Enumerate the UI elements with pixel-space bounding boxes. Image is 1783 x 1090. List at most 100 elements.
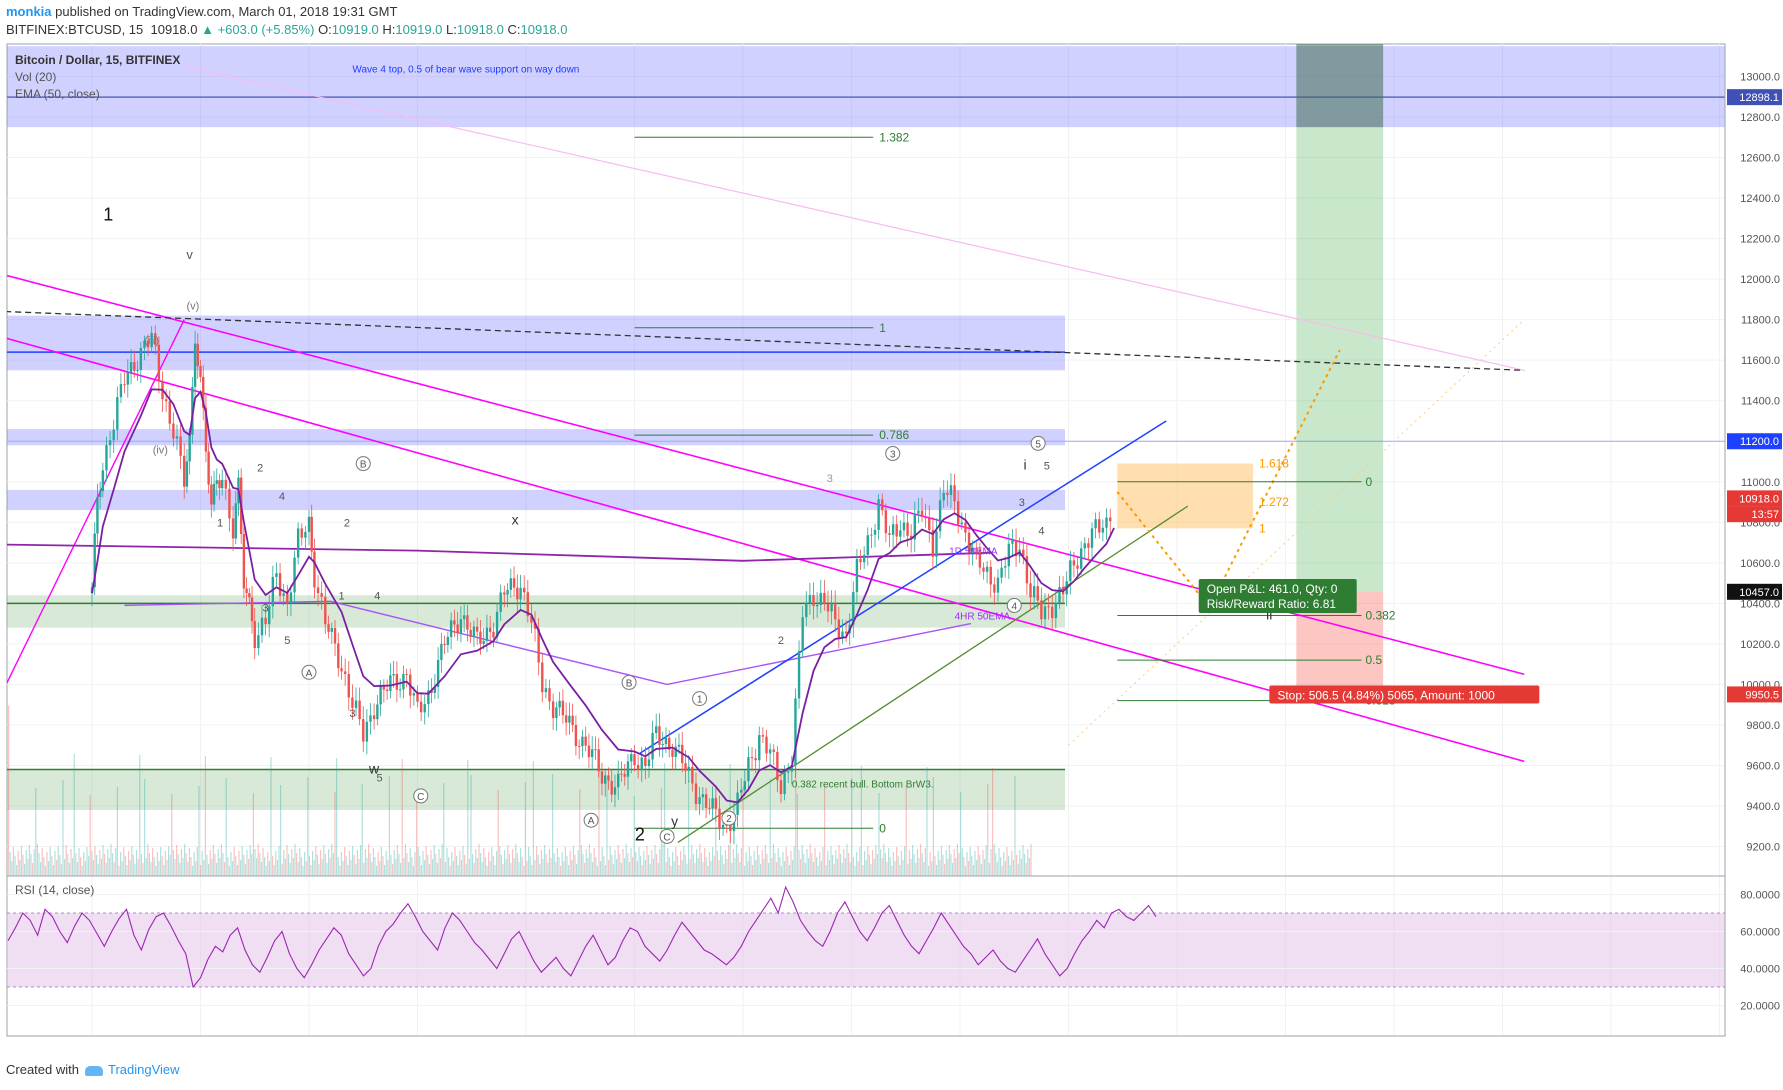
- volume-bar: [668, 857, 670, 876]
- volume-bar: [801, 845, 803, 876]
- candle-body: [982, 567, 985, 572]
- volume-bar: [121, 861, 123, 876]
- volume-bar: [678, 865, 680, 876]
- candle-body: [427, 690, 430, 705]
- price-badge: [1727, 506, 1782, 523]
- volume-bar: [352, 846, 354, 876]
- volume-bar: [947, 859, 949, 876]
- candle-body: [928, 518, 931, 531]
- volume-bar: [312, 851, 314, 876]
- volume-bar: [809, 844, 811, 876]
- volume-bar: [147, 844, 149, 876]
- volume-bar: [536, 846, 538, 876]
- rsi-line: [7, 885, 1157, 989]
- volume-bar: [396, 845, 398, 876]
- dashed-resistance[interactable]: [5, 310, 1525, 371]
- rising-support-line[interactable]: [677, 505, 1189, 843]
- volume-bar: [550, 858, 552, 876]
- volume-bar: [982, 850, 984, 876]
- volume-bar: [345, 856, 347, 876]
- footer-brand[interactable]: TradingView: [108, 1062, 180, 1077]
- volume-bar: [94, 846, 96, 876]
- volume-bar: [841, 863, 843, 876]
- long-bear-line[interactable]: [184, 65, 1525, 371]
- volume-bar: [523, 866, 525, 876]
- four-hour-ema-line[interactable]: [124, 600, 971, 686]
- volume-bar: [414, 852, 416, 876]
- candle-body: [909, 535, 913, 540]
- volume-bar: [680, 851, 682, 876]
- candle-body: [674, 746, 677, 757]
- legend-title: Bitcoin / Dollar, 15, BITFINEX: [15, 53, 180, 67]
- volume-bar: [716, 851, 718, 876]
- volume-bar: [638, 847, 640, 876]
- volume-bar: [262, 848, 264, 876]
- volume-bar: [316, 855, 318, 876]
- volume-bar: [8, 706, 10, 876]
- volume-bar: [548, 849, 550, 876]
- volume-bar: [979, 855, 981, 876]
- volume-bar: [492, 856, 494, 876]
- candle-body: [544, 688, 548, 693]
- fib-extension-box[interactable]: [1117, 463, 1253, 529]
- high-value: 10919.0: [395, 22, 443, 37]
- candle-body: [179, 436, 182, 456]
- projection-path[interactable]: [1116, 349, 1341, 610]
- volume-bar: [500, 855, 502, 876]
- wave-circle: [1006, 597, 1022, 613]
- time-axis[interactable]: 202122232425262728Mar234567: [7, 1035, 1725, 1040]
- candle-body: [1014, 540, 1018, 557]
- volume-bar: [180, 849, 182, 876]
- volume-bar: [401, 759, 403, 876]
- candle-body: [522, 587, 526, 593]
- volume-bar: [22, 855, 24, 876]
- candle-body: [888, 533, 891, 535]
- bull-trend-line[interactable]: [5, 319, 185, 687]
- volume-bar: [496, 851, 498, 876]
- volume-bar: [238, 851, 240, 876]
- candle-body: [1076, 565, 1079, 569]
- volume-bar: [142, 863, 144, 876]
- volume-bar: [534, 860, 536, 876]
- author-link[interactable]: monkia: [6, 4, 52, 19]
- volume-bar: [337, 857, 339, 876]
- volume-bar: [307, 777, 309, 876]
- candle-body: [551, 701, 555, 719]
- rising-trend-line[interactable]: [639, 420, 1167, 754]
- price-tick-label: 11800.0: [1741, 315, 1780, 327]
- volume-bar: [188, 848, 190, 876]
- candle-body: [307, 516, 311, 532]
- chart-legend: Bitcoin / Dollar, 15, BITFINEX Vol (20) …: [15, 53, 180, 897]
- volume-bar: [787, 856, 789, 876]
- volume-bar: [265, 866, 267, 876]
- candle-body: [419, 701, 423, 713]
- price-tick-label: 10400.0: [1740, 598, 1780, 610]
- candle-body: [123, 384, 126, 386]
- long-position-tool[interactable]: [1117, 36, 1384, 695]
- low-label: L:: [446, 22, 457, 37]
- volume-bar: [761, 850, 763, 876]
- candle-body: [154, 332, 157, 345]
- volume-bar: [800, 859, 802, 876]
- volume-bar: [672, 852, 674, 876]
- volume-bar: [390, 855, 392, 876]
- price-tick-label: 10600.0: [1740, 558, 1780, 570]
- volume-bar: [324, 854, 326, 876]
- candle-body: [548, 688, 551, 702]
- candle-body: [116, 397, 119, 430]
- volume-bar: [827, 851, 829, 876]
- volume-bar: [897, 856, 899, 876]
- volume-bar: [182, 858, 184, 876]
- candle-body: [765, 736, 768, 754]
- price-axis[interactable]: 13000.0 12800.0 12600.0 12400.0 12200.0 12000…: [1724, 44, 1783, 1036]
- volume-bar: [630, 848, 632, 876]
- volume-bar: [320, 850, 322, 876]
- candle-body: [610, 780, 613, 795]
- target-zone[interactable]: [1296, 36, 1384, 592]
- candle-body: [797, 650, 801, 699]
- candle-body: [282, 593, 285, 596]
- volume-bar: [726, 859, 728, 876]
